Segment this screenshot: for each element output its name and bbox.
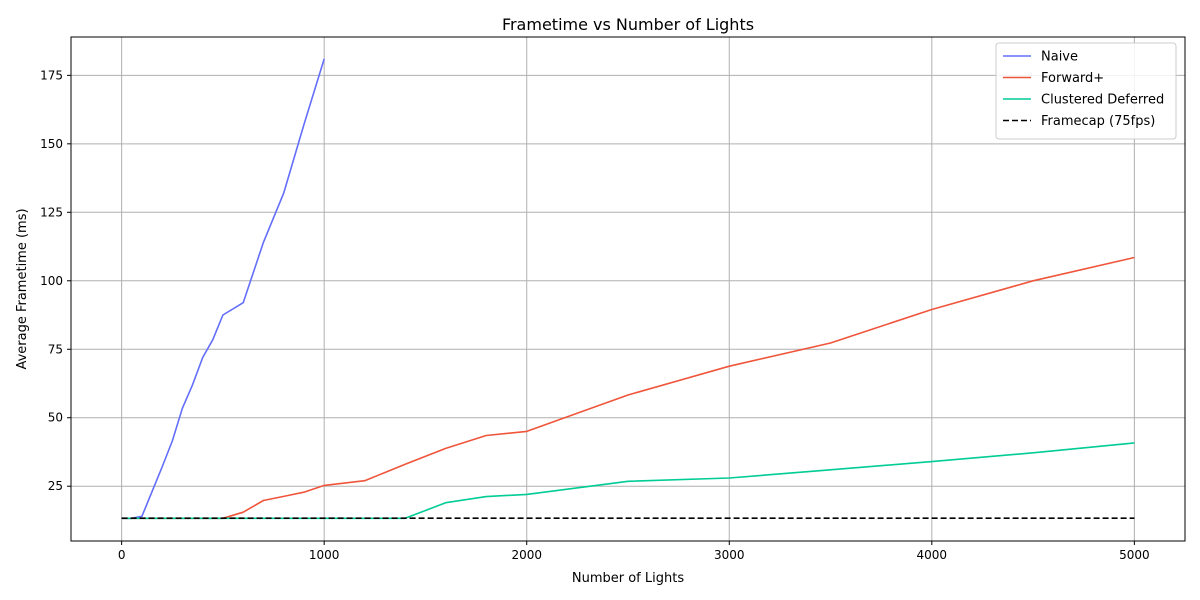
y-axis-ticks: 25 50 75 100 125 150 175	[40, 68, 71, 493]
legend-label: Forward+	[1041, 71, 1104, 86]
legend-label: Naive	[1041, 50, 1078, 65]
y-tick-label: 75	[48, 342, 63, 356]
x-tick-label: 2000	[511, 548, 542, 562]
y-tick-label: 150	[40, 137, 63, 151]
x-tick-label: 0	[118, 548, 126, 562]
y-tick-label: 100	[40, 274, 63, 288]
series-line-naive	[121, 58, 325, 520]
x-axis-label: Number of Lights	[572, 571, 684, 586]
x-axis-ticks: 0 1000 2000 3000 4000 5000	[118, 541, 1150, 562]
chart-title: Frametime vs Number of Lights	[502, 15, 754, 34]
legend-label: Clustered Deferred	[1041, 93, 1164, 108]
x-tick-label: 4000	[917, 548, 948, 562]
x-tick-label: 1000	[309, 548, 340, 562]
legend-box	[995, 42, 1177, 140]
y-tick-label: 50	[48, 411, 63, 425]
x-tick-label: 5000	[1119, 548, 1150, 562]
plot-frame	[70, 36, 1186, 542]
grid	[71, 37, 1185, 541]
x-tick-label: 3000	[714, 548, 745, 562]
legend: Naive Forward+ Clustered Deferred Framecap …	[995, 42, 1177, 140]
y-tick-label: 175	[40, 68, 63, 82]
y-tick-label: 125	[40, 205, 63, 219]
legend-label: Framecap (75fps)	[1041, 114, 1155, 129]
y-axis-label: Average Frametime (ms)	[15, 208, 30, 369]
y-tick-label: 25	[48, 479, 63, 493]
series-lines	[121, 58, 1135, 520]
